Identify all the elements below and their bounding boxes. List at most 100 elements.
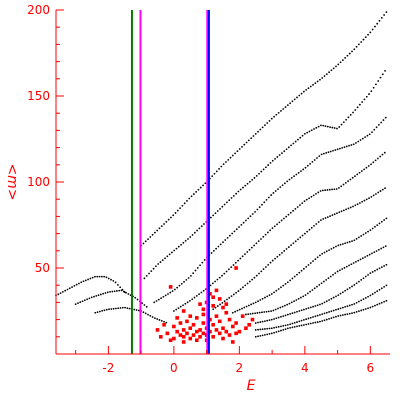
data-point-band-11 — [291, 322, 294, 325]
data-point-band-8 — [309, 262, 312, 264]
data-point-band-12 — [289, 326, 292, 329]
data-point-band-6 — [234, 261, 237, 264]
data-point-band-8 — [339, 243, 342, 246]
data-point-band-6 — [209, 284, 212, 287]
data-point-band-3 — [266, 122, 269, 124]
data-point-band-4 — [301, 134, 304, 137]
data-point-band-7 — [292, 242, 295, 245]
data-point-band-4 — [242, 186, 244, 189]
data-point-band-3 — [179, 207, 182, 210]
data-point-band-5 — [203, 259, 206, 261]
data-point-band-8 — [261, 297, 264, 300]
data-point-band-6 — [271, 227, 274, 230]
data-point-band-8 — [307, 264, 310, 266]
data-point-band-0 — [100, 275, 103, 278]
data-point-band-4 — [322, 124, 325, 127]
data-point-band-4 — [265, 166, 267, 169]
data-point-band-7 — [336, 212, 338, 215]
data-point-band-12 — [335, 315, 337, 318]
data-point-band-9 — [297, 297, 300, 300]
data-point-band-3 — [190, 195, 193, 198]
data-point-band-2 — [98, 310, 101, 313]
data-point-band-6 — [221, 274, 223, 277]
data-point-band-12 — [385, 299, 388, 302]
data-point-band-12 — [309, 322, 312, 325]
data-point-band-4 — [326, 125, 329, 128]
data-point-band-12 — [332, 316, 335, 319]
red-data-point — [195, 329, 199, 334]
data-point-band-0 — [68, 287, 71, 290]
data-point-band-3 — [291, 100, 294, 103]
data-point-band-3 — [268, 119, 271, 122]
data-point-band-9 — [364, 256, 367, 258]
red-data-point — [181, 335, 186, 339]
data-point-band-5 — [327, 151, 330, 154]
data-point-band-4 — [271, 159, 274, 162]
data-point-band-7 — [226, 298, 228, 301]
data-point-band-11 — [302, 319, 305, 321]
data-point-band-5 — [258, 206, 261, 209]
data-point-band-10 — [282, 315, 285, 317]
data-point-band-5 — [263, 201, 266, 204]
data-point-band-5 — [313, 159, 316, 161]
data-point-band-12 — [383, 300, 386, 303]
data-point-band-10 — [330, 297, 333, 300]
data-point-band-9 — [380, 247, 383, 250]
data-point-band-12 — [344, 313, 347, 316]
data-point-band-3 — [202, 184, 204, 187]
data-point-band-4 — [253, 177, 256, 179]
data-point-band-5 — [345, 145, 348, 148]
data-point-band-10 — [383, 265, 386, 267]
data-point-band-1 — [93, 295, 95, 298]
data-point-band-8 — [266, 295, 269, 298]
data-point-band-5 — [316, 157, 318, 159]
data-point-band-8 — [298, 271, 301, 274]
data-point-band-6 — [365, 166, 368, 169]
data-point-band-2 — [151, 316, 154, 318]
data-point-band-6 — [299, 204, 301, 206]
data-point-band-9 — [345, 265, 348, 268]
data-point-band-8 — [305, 266, 308, 268]
data-point-band-4 — [317, 125, 320, 128]
data-point-band-5 — [249, 215, 252, 218]
data-point-band-6 — [262, 235, 265, 238]
data-point-band-12 — [325, 318, 328, 321]
data-point-band-12 — [305, 323, 308, 326]
data-point-band-4 — [221, 205, 224, 208]
data-point-band-12 — [316, 321, 319, 323]
data-point-band-3 — [160, 225, 163, 228]
data-point-band-10 — [291, 312, 294, 315]
data-point-band-10 — [305, 307, 308, 310]
data-point-band-8 — [353, 239, 356, 242]
data-point-band-6 — [273, 225, 276, 228]
data-point-band-1 — [125, 291, 127, 294]
y-tick-label: 50 — [35, 261, 50, 275]
data-point-band-2 — [124, 306, 126, 309]
data-point-band-9 — [327, 277, 330, 280]
y-tick-label: 100 — [27, 175, 50, 189]
data-point-band-6 — [189, 299, 191, 302]
data-point-band-6 — [237, 259, 239, 262]
data-point-band-4 — [232, 194, 235, 197]
data-point-band-9 — [339, 269, 341, 272]
data-point-band-5 — [194, 269, 197, 272]
data-point-band-6 — [283, 217, 285, 220]
red-data-point — [181, 309, 186, 313]
data-point-band-10 — [261, 320, 264, 323]
data-point-band-6 — [253, 244, 256, 247]
data-point-band-6 — [351, 176, 354, 179]
data-point-band-3 — [371, 28, 374, 31]
data-point-band-11 — [335, 308, 337, 311]
data-point-band-0 — [66, 288, 69, 291]
data-point-band-3 — [374, 25, 376, 28]
data-point-band-4 — [338, 126, 341, 128]
data-point-band-12 — [357, 310, 360, 313]
data-point-band-9 — [316, 285, 318, 288]
red-data-point — [211, 295, 215, 300]
data-point-band-0 — [71, 286, 73, 288]
data-point-band-8 — [282, 284, 285, 287]
data-point-band-9 — [377, 248, 380, 251]
data-point-band-8 — [341, 243, 344, 245]
red-data-point — [175, 329, 179, 334]
